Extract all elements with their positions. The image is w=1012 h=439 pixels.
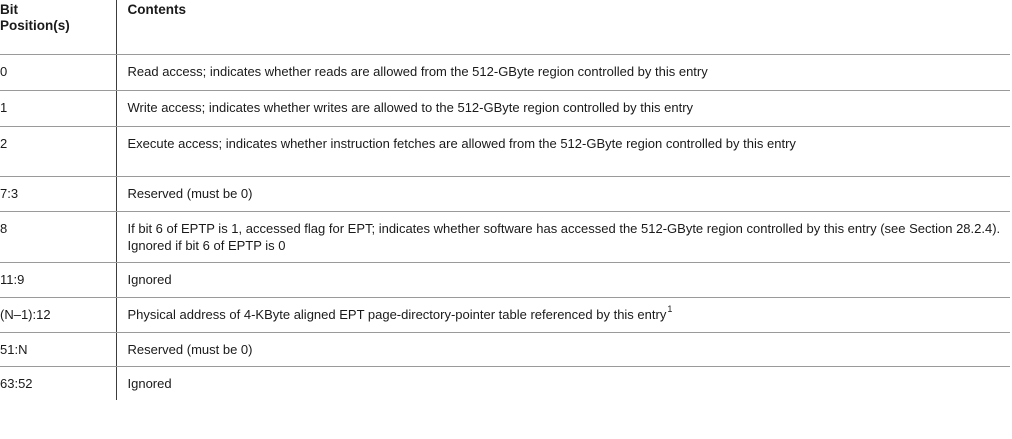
contents-cell: Read access; indicates whether reads are… (115, 54, 1010, 91)
table-row: (N–1):12 Physical address of 4-KByte ali… (0, 297, 1010, 333)
contents-cell: Ignored (115, 366, 1010, 400)
bit-position-cell: 51:N (0, 332, 116, 367)
bit-position-table: Bit Position(s) Contents 0 Read access; i… (0, 0, 1010, 400)
table-row: 7:3 Reserved (must be 0) (0, 176, 1010, 212)
contents-cell: Write access; indicates whether writes a… (115, 90, 1010, 127)
table-row: 8 If bit 6 of EPTP is 1, accessed flag f… (0, 211, 1010, 263)
table-row: 2 Execute access; indicates whether inst… (0, 126, 1010, 177)
contents-cell: Physical address of 4-KByte aligned EPT … (115, 297, 1010, 333)
contents-cell: Execute access; indicates whether instru… (115, 126, 1010, 177)
table-row: 1 Write access; indicates whether writes… (0, 90, 1010, 127)
header-bit-line2: Position(s) (0, 18, 70, 33)
bit-position-cell: 0 (0, 54, 116, 91)
bit-position-cell: 1 (0, 90, 116, 127)
footnote-marker: 1 (667, 304, 673, 315)
contents-cell: Reserved (must be 0) (115, 332, 1010, 367)
bit-position-cell: 7:3 (0, 176, 116, 212)
header-contents: Contents (115, 0, 1010, 55)
bit-position-cell: 2 (0, 126, 116, 177)
bit-position-cell: 11:9 (0, 262, 116, 298)
table-row: 63:52 Ignored (0, 366, 1010, 400)
contents-cell: If bit 6 of EPTP is 1, accessed flag for… (115, 211, 1010, 263)
bit-position-cell: 63:52 (0, 375, 33, 391)
contents-cell: Reserved (must be 0) (115, 176, 1010, 212)
bit-position-cell: 8 (0, 211, 116, 263)
table-row: 51:N Reserved (must be 0) (0, 332, 1010, 367)
table-header-row: Bit Position(s) Contents (0, 0, 1010, 55)
table-row: 0 Read access; indicates whether reads a… (0, 54, 1010, 91)
header-bit-positions: Bit Position(s) (0, 0, 116, 55)
contents-cell: Ignored (115, 262, 1010, 298)
contents-text: Physical address of 4-KByte aligned EPT … (127, 306, 667, 322)
bit-position-cell: (N–1):12 (0, 297, 116, 333)
table-row: 11:9 Ignored (0, 262, 1010, 298)
header-bit-line1: Bit (0, 2, 18, 17)
